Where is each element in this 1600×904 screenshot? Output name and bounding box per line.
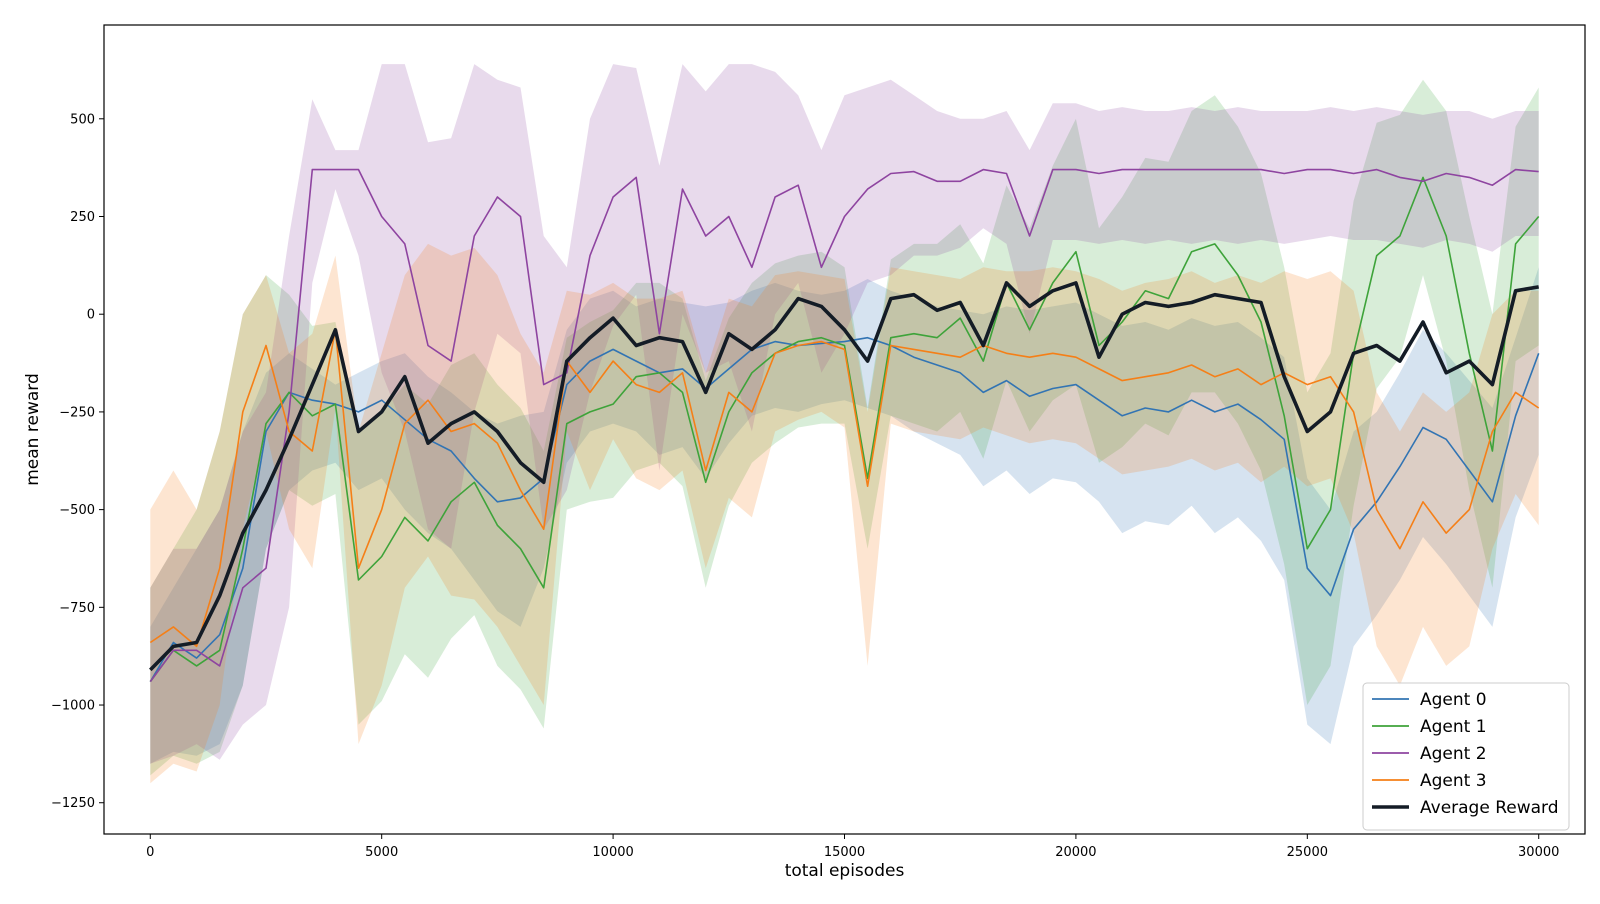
agent-3-line — [149, 329, 1540, 648]
series-lines — [149, 168, 1540, 683]
agent-1-band — [150, 79, 1539, 776]
x-tick-label: 15000 — [824, 845, 865, 860]
y-axis-label: mean reward — [23, 373, 43, 486]
y-tick-label: −750 — [59, 601, 95, 616]
y-tick-label: 500 — [70, 112, 95, 127]
agent-0-band — [150, 267, 1539, 764]
legend-box — [1362, 682, 1570, 831]
confidence-bands — [150, 64, 1539, 784]
y-tick-label: 250 — [70, 210, 95, 225]
agent-0-line — [149, 336, 1540, 683]
x-tick-label: 20000 — [1055, 845, 1096, 860]
y-tick-label: −1250 — [51, 796, 95, 811]
legend-label-average-reward: Average Reward — [1420, 798, 1559, 818]
y-tick-label: 0 — [87, 308, 95, 323]
average-reward-line — [149, 281, 1539, 672]
legend: Agent 0 Agent 1 Agent 2 Agent 3 Average Rewa… — [1362, 682, 1570, 831]
legend-label-agent-2: Agent 2 — [1420, 744, 1487, 764]
y-tick-label: −1000 — [51, 699, 95, 714]
legend-label-agent-3: Agent 3 — [1420, 771, 1487, 791]
y-tick-label: −500 — [59, 503, 95, 518]
x-axis: 0 5000 10000 15000 20000 25000 30000 — [146, 834, 1559, 860]
x-tick-label: 25000 — [1287, 845, 1328, 860]
agent-2-band — [150, 64, 1539, 764]
x-axis-label: total episodes — [785, 861, 905, 881]
agent-2-line — [149, 168, 1539, 683]
x-tick-label: 30000 — [1518, 845, 1559, 860]
x-tick-label: 0 — [146, 845, 154, 860]
x-tick-label: 10000 — [592, 845, 633, 860]
agent-3-band — [150, 243, 1539, 784]
x-tick-label: 5000 — [365, 845, 398, 860]
legend-label-agent-0: Agent 0 — [1420, 690, 1487, 710]
legend-label-agent-1: Agent 1 — [1420, 717, 1487, 737]
agent-1-line — [149, 176, 1540, 683]
y-tick-label: −250 — [59, 405, 95, 420]
y-axis: −1250 −1000 −750 −500 −250 0 250 500 — [51, 112, 104, 811]
